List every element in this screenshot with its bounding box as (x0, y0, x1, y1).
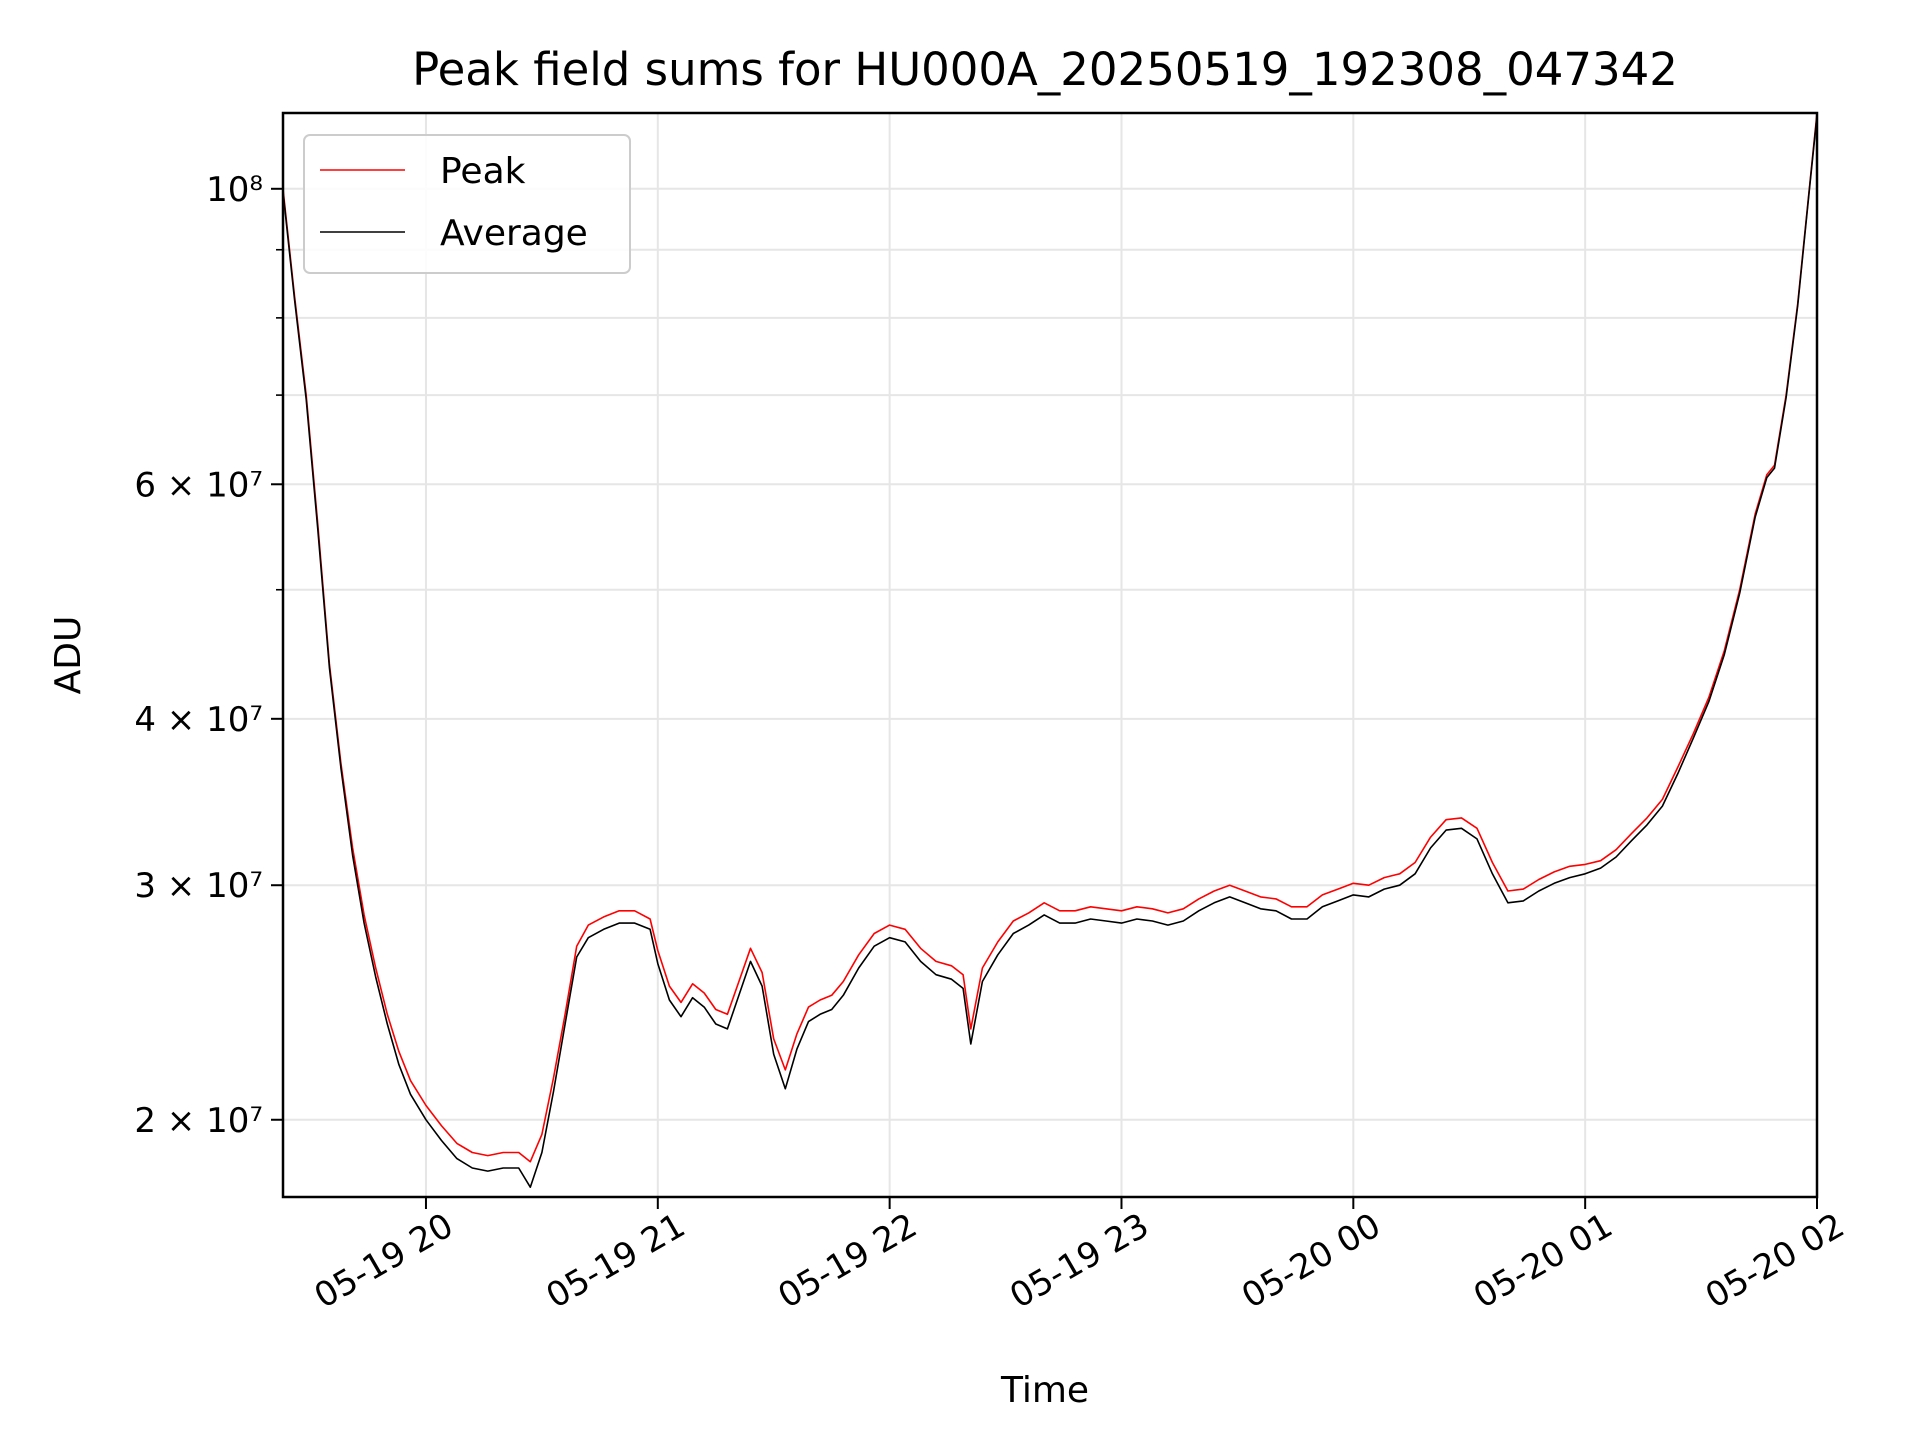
plot-frame (281, 111, 1819, 1199)
y-tick-label: 2 × 10⁷ (134, 1101, 263, 1141)
y-axis-ticks: 2 × 10⁷ 3 × 10⁷ 4 × 10⁷ 6 × 10⁷ 10⁸ (134, 170, 283, 1141)
x-axis-label: Time (1000, 1370, 1089, 1411)
y-tick-label: 4 × 10⁷ (134, 700, 263, 740)
legend-label-peak: Peak (440, 151, 526, 192)
y-tick-label: 3 × 10⁷ (134, 866, 263, 906)
y-tick-label: 10⁸ (206, 170, 263, 210)
y-tick-label: 6 × 10⁷ (134, 465, 263, 505)
series-line-peak (282, 112, 1818, 1163)
series-line-average (282, 115, 1818, 1188)
series-lines (282, 112, 1818, 1188)
y-axis-label: ADU (48, 616, 89, 695)
chart-title: Peak field sums for HU000A_20250519_1923… (412, 43, 1678, 96)
legend-label-average: Average (440, 213, 588, 254)
legend: Peak Average (303, 134, 631, 274)
